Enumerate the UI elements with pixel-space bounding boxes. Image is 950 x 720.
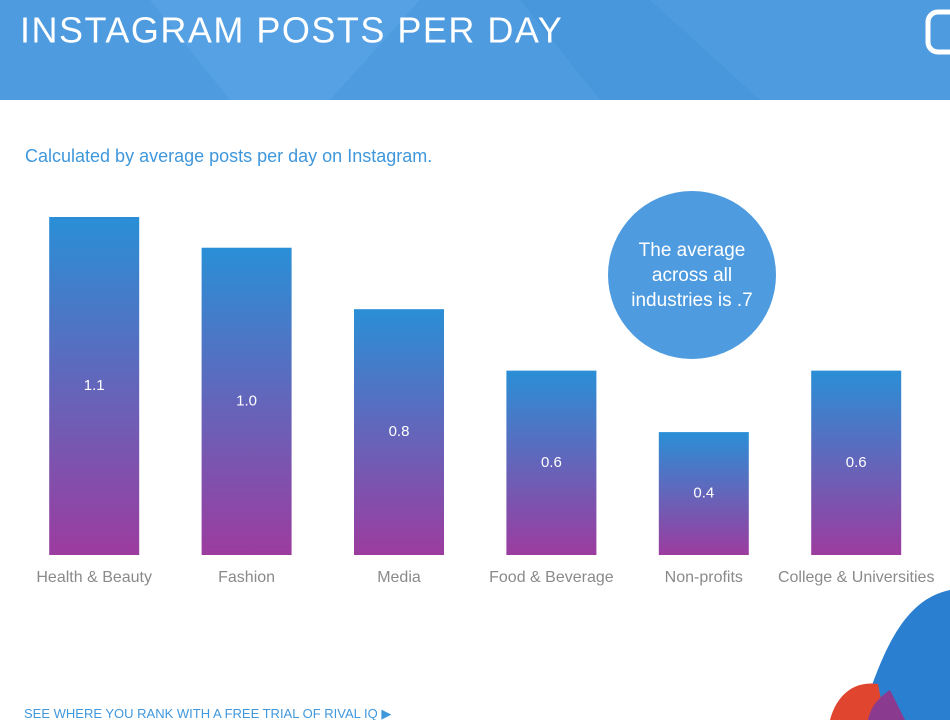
header-band <box>0 0 950 100</box>
value-label: 1.1 <box>84 377 105 394</box>
category-label: Media <box>377 569 421 586</box>
value-label: 0.6 <box>846 454 867 471</box>
decoration <box>868 690 905 720</box>
category-label: Fashion <box>218 569 275 586</box>
bar <box>49 217 140 555</box>
value-label: 1.0 <box>236 392 257 409</box>
value-label: 0.8 <box>389 423 410 440</box>
chart-subtitle: Calculated by average posts per day on I… <box>25 146 432 166</box>
category-label: Food & Beverage <box>489 569 614 586</box>
value-label: 0.6 <box>541 454 562 471</box>
value-label: 0.4 <box>693 485 714 502</box>
header-decoration <box>150 0 420 100</box>
category-label: Non-profits <box>665 569 743 586</box>
bar <box>506 370 597 555</box>
header-decoration <box>520 0 760 100</box>
annotation: The average across all industries is .7 <box>631 239 753 311</box>
bar <box>811 370 902 555</box>
instagram-icon <box>925 9 950 55</box>
annotation-bubble <box>608 191 776 359</box>
chart-title: INSTAGRAM POSTS PER DAY <box>20 10 563 51</box>
bar <box>201 247 292 555</box>
category-label: Health & Beauty <box>36 569 152 586</box>
bar <box>658 432 749 555</box>
footer-link-text[interactable]: SEE WHERE YOU RANK WITH A FREE TRIAL OF … <box>24 706 378 720</box>
bar <box>354 309 444 555</box>
decoration <box>860 590 950 720</box>
footer-link[interactable]: SEE WHERE YOU RANK WITH A FREE TRIAL OF … <box>24 706 392 720</box>
category-label: College & Universities <box>778 569 935 586</box>
